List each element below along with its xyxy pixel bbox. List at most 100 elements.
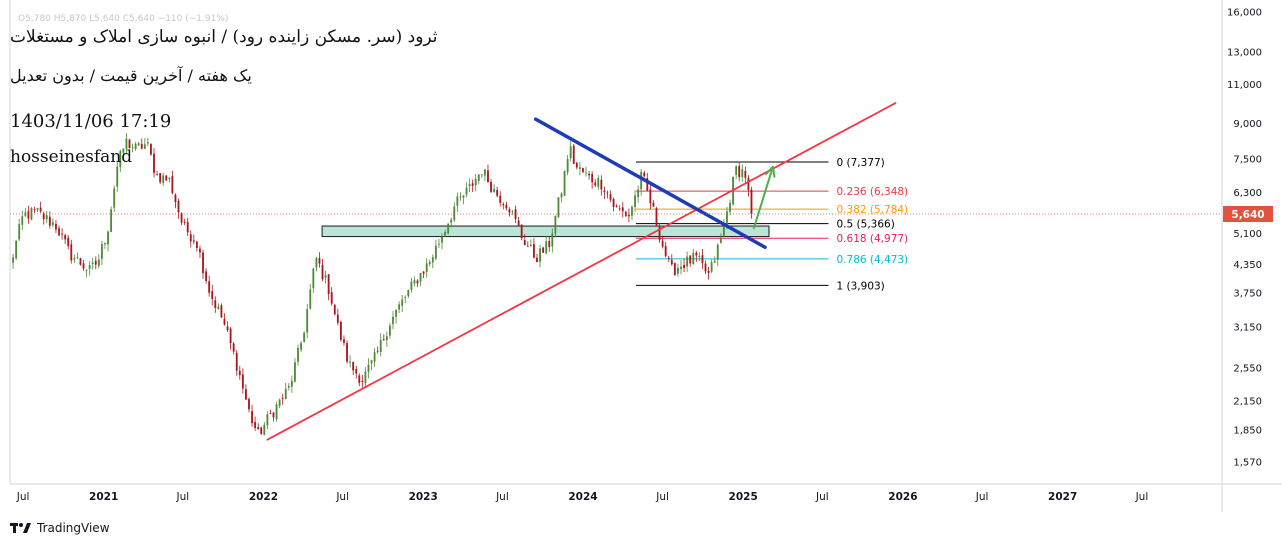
candle[interactable] bbox=[349, 355, 352, 368]
candle[interactable] bbox=[499, 191, 502, 207]
candle[interactable] bbox=[444, 229, 446, 238]
candle[interactable] bbox=[373, 347, 376, 368]
candle[interactable] bbox=[548, 236, 551, 252]
candle[interactable] bbox=[557, 197, 560, 218]
candle[interactable] bbox=[716, 243, 719, 267]
candle[interactable] bbox=[287, 382, 290, 391]
candle[interactable] bbox=[689, 255, 692, 267]
candle[interactable] bbox=[82, 260, 85, 271]
candle[interactable] bbox=[110, 206, 113, 233]
candle[interactable] bbox=[64, 233, 67, 244]
candle[interactable] bbox=[413, 276, 416, 287]
candle[interactable] bbox=[232, 341, 235, 355]
candle[interactable] bbox=[631, 205, 633, 221]
candle[interactable] bbox=[15, 240, 18, 260]
candle[interactable] bbox=[450, 217, 453, 228]
candle[interactable] bbox=[55, 220, 57, 234]
candle[interactable] bbox=[419, 272, 422, 287]
candle[interactable] bbox=[122, 148, 125, 159]
candle[interactable] bbox=[281, 393, 284, 405]
candle[interactable] bbox=[637, 185, 640, 203]
candle[interactable] bbox=[707, 267, 710, 280]
candle[interactable] bbox=[36, 207, 39, 212]
candle[interactable] bbox=[171, 170, 174, 195]
tradingview-logo[interactable]: TradingView bbox=[10, 521, 110, 535]
candle[interactable] bbox=[18, 218, 21, 242]
candle[interactable] bbox=[480, 174, 483, 179]
candle[interactable] bbox=[554, 215, 557, 238]
candle[interactable] bbox=[545, 235, 548, 255]
candle[interactable] bbox=[202, 249, 204, 279]
candle[interactable] bbox=[266, 411, 269, 430]
candle[interactable] bbox=[278, 398, 281, 409]
candle[interactable] bbox=[597, 175, 600, 190]
candle[interactable] bbox=[658, 223, 661, 243]
candle[interactable] bbox=[312, 267, 315, 293]
candle[interactable] bbox=[729, 199, 731, 216]
candle[interactable] bbox=[153, 148, 155, 178]
candle[interactable] bbox=[241, 368, 244, 394]
candle[interactable] bbox=[168, 177, 171, 183]
candle[interactable] bbox=[376, 346, 379, 354]
candle[interactable] bbox=[199, 245, 201, 258]
candle[interactable] bbox=[667, 255, 670, 262]
candle[interactable] bbox=[352, 361, 355, 375]
candle[interactable] bbox=[591, 171, 594, 189]
price-axis[interactable]: 16,000 13,000 11,000 9,000 7,500 6,300 5,100 4,… bbox=[1227, 7, 1262, 468]
candle[interactable] bbox=[453, 202, 456, 222]
candle[interactable] bbox=[722, 219, 725, 238]
candle[interactable] bbox=[652, 200, 655, 207]
support-zone[interactable] bbox=[321, 225, 770, 238]
candle[interactable] bbox=[324, 270, 327, 284]
candle[interactable] bbox=[146, 137, 149, 147]
candle[interactable] bbox=[695, 250, 698, 262]
candle[interactable] bbox=[88, 261, 91, 276]
candle[interactable] bbox=[245, 384, 247, 401]
candle[interactable] bbox=[370, 360, 373, 370]
candle[interactable] bbox=[125, 132, 128, 154]
candle[interactable] bbox=[634, 190, 636, 212]
candle[interactable] bbox=[428, 259, 431, 267]
candle[interactable] bbox=[303, 331, 306, 343]
candle[interactable] bbox=[309, 283, 312, 310]
candle[interactable] bbox=[290, 375, 293, 393]
candle[interactable] bbox=[116, 161, 119, 192]
candle[interactable] bbox=[744, 166, 747, 183]
candle[interactable] bbox=[263, 422, 266, 436]
candle[interactable] bbox=[294, 358, 296, 383]
candle[interactable] bbox=[618, 205, 621, 212]
candle[interactable] bbox=[401, 294, 404, 313]
candle[interactable] bbox=[536, 253, 538, 263]
candle[interactable] bbox=[474, 173, 477, 192]
candle[interactable] bbox=[520, 224, 523, 241]
candle[interactable] bbox=[490, 179, 492, 193]
candle[interactable] bbox=[45, 210, 48, 224]
candle[interactable] bbox=[275, 401, 278, 422]
candle[interactable] bbox=[523, 234, 526, 246]
candle[interactable] bbox=[422, 271, 425, 279]
candle[interactable] bbox=[416, 279, 419, 287]
candle[interactable] bbox=[471, 179, 474, 193]
candle[interactable] bbox=[33, 206, 36, 213]
candle[interactable] bbox=[735, 164, 738, 180]
candle[interactable] bbox=[719, 233, 722, 244]
candle[interactable] bbox=[640, 169, 643, 196]
candle[interactable] bbox=[220, 303, 223, 318]
candle[interactable] bbox=[511, 209, 514, 216]
candle[interactable] bbox=[254, 416, 257, 432]
candle[interactable] bbox=[104, 242, 106, 249]
candle[interactable] bbox=[477, 174, 480, 185]
candle[interactable] bbox=[73, 254, 76, 264]
candle[interactable] bbox=[39, 201, 42, 213]
candle[interactable] bbox=[395, 308, 397, 324]
candle[interactable] bbox=[183, 218, 186, 226]
candle[interactable] bbox=[692, 248, 695, 265]
candle[interactable] bbox=[94, 256, 97, 270]
candle[interactable] bbox=[61, 228, 64, 240]
candle[interactable] bbox=[505, 201, 508, 211]
candle[interactable] bbox=[180, 212, 183, 226]
candle[interactable] bbox=[487, 164, 489, 183]
trendline-support[interactable] bbox=[266, 102, 897, 441]
